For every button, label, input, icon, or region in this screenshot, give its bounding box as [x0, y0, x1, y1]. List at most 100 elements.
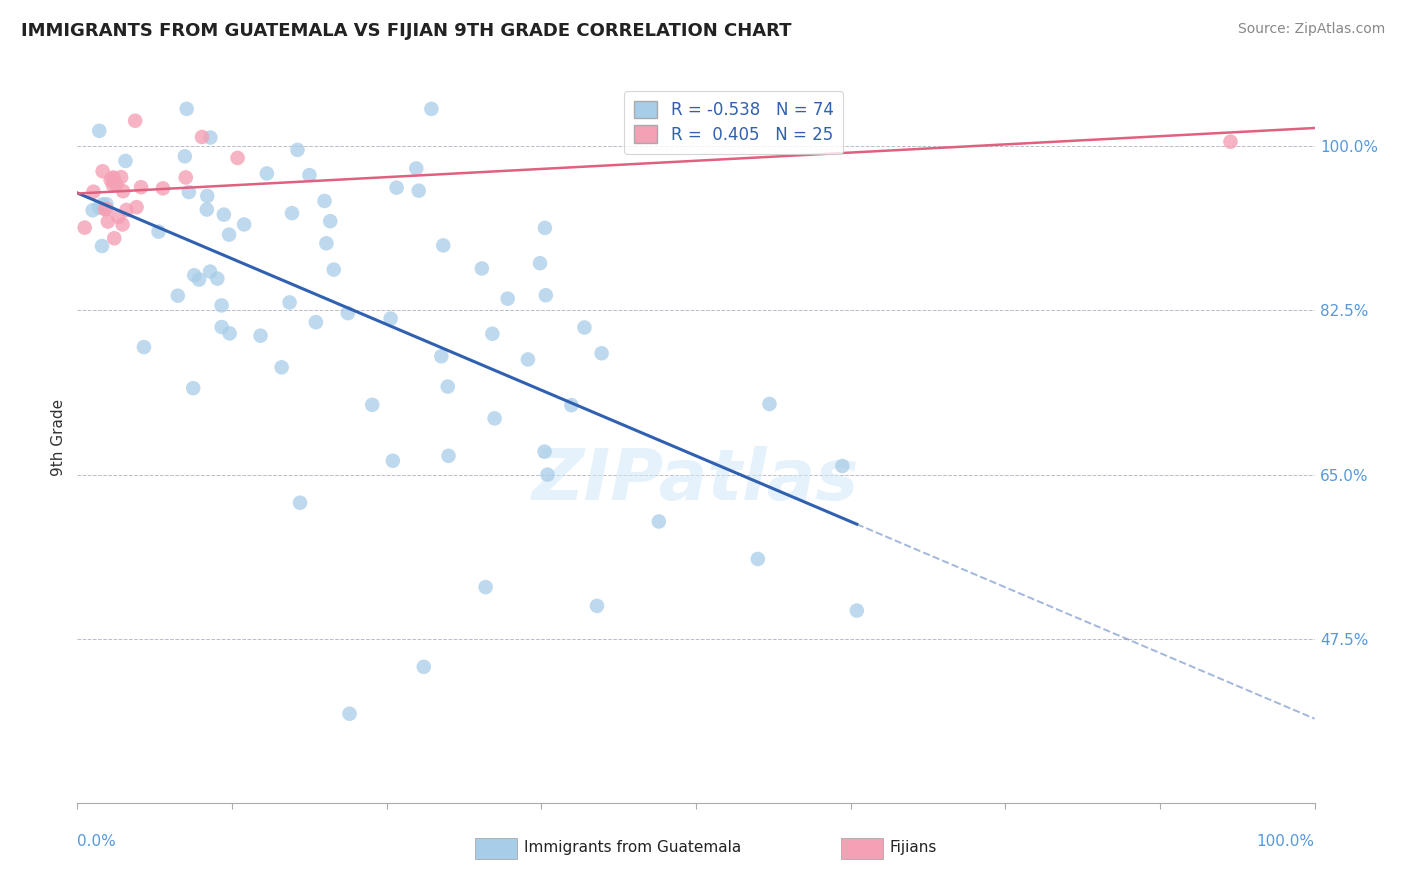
Point: [281, 206, 304, 220]
Text: IMMIGRANTS FROM GUATEMALA VS FIJIAN 9TH GRADE CORRELATION CHART: IMMIGRANTS FROM GUATEMALA VS FIJIAN 9TH …: [21, 22, 792, 40]
Point: [270, 360, 292, 375]
Point: [89, 124, 111, 138]
Point: [249, 328, 271, 343]
Point: [648, 515, 671, 529]
Point: [198, 264, 221, 278]
Point: [474, 580, 496, 594]
Point: [420, 102, 443, 116]
Point: [256, 166, 278, 180]
Text: 100.0%: 100.0%: [1257, 834, 1315, 849]
Y-axis label: 9th Grade: 9th Grade: [51, 399, 66, 475]
Point: [226, 151, 249, 165]
Point: [533, 444, 555, 458]
Point: [97, 214, 120, 228]
Point: [91, 239, 114, 253]
Point: [534, 288, 557, 302]
Point: [298, 168, 321, 182]
Point: [496, 292, 519, 306]
Point: [100, 173, 122, 187]
Point: [96, 197, 118, 211]
Point: [114, 153, 136, 168]
Point: [112, 184, 135, 198]
Point: [322, 262, 344, 277]
Point: [287, 143, 309, 157]
Point: [91, 164, 114, 178]
Point: [101, 171, 124, 186]
Point: [560, 398, 582, 412]
Point: [177, 185, 200, 199]
Point: [405, 161, 427, 176]
Point: [432, 238, 454, 252]
Point: [115, 202, 138, 217]
Point: [110, 170, 132, 185]
Point: [529, 256, 551, 270]
Point: [319, 214, 342, 228]
Point: [408, 184, 430, 198]
Point: [412, 660, 434, 674]
Text: 0.0%: 0.0%: [77, 834, 117, 849]
Point: [91, 197, 114, 211]
Text: Fijians: Fijians: [890, 840, 938, 855]
Point: [129, 180, 152, 194]
Point: [758, 397, 780, 411]
Text: Source: ZipAtlas.com: Source: ZipAtlas.com: [1237, 22, 1385, 37]
Point: [305, 315, 328, 329]
Point: [574, 320, 596, 334]
Point: [82, 185, 104, 199]
Point: [747, 552, 769, 566]
Text: ZIPatlas: ZIPatlas: [533, 447, 859, 516]
Point: [191, 130, 214, 145]
Point: [148, 225, 170, 239]
Point: [176, 102, 198, 116]
Point: [536, 467, 558, 482]
Point: [174, 170, 197, 185]
Point: [1219, 135, 1241, 149]
Point: [200, 130, 222, 145]
Point: [173, 149, 195, 163]
Point: [339, 706, 361, 721]
Point: [105, 178, 128, 192]
Point: [481, 326, 503, 341]
Point: [385, 180, 408, 194]
Point: [103, 231, 125, 245]
Point: [211, 298, 233, 312]
Legend: R = -0.538   N = 74, R =  0.405   N = 25: R = -0.538 N = 74, R = 0.405 N = 25: [624, 91, 844, 153]
Point: [315, 236, 337, 251]
Point: [124, 113, 146, 128]
Point: [381, 454, 404, 468]
Point: [516, 352, 538, 367]
Point: [181, 381, 204, 395]
Point: [183, 268, 205, 283]
Point: [218, 227, 240, 242]
Point: [82, 203, 104, 218]
Point: [534, 220, 557, 235]
Point: [166, 288, 188, 302]
Point: [101, 178, 124, 193]
Point: [336, 306, 359, 320]
Point: [125, 200, 148, 214]
Point: [233, 218, 256, 232]
Point: [207, 271, 229, 285]
Point: [73, 220, 96, 235]
Point: [471, 261, 494, 276]
Point: [430, 349, 453, 363]
Point: [132, 340, 155, 354]
Point: [103, 170, 125, 185]
Point: [152, 181, 174, 195]
Point: [845, 603, 868, 617]
Point: [218, 326, 240, 341]
Point: [484, 411, 506, 425]
Point: [96, 202, 118, 216]
Text: Immigrants from Guatemala: Immigrants from Guatemala: [524, 840, 742, 855]
Point: [94, 202, 117, 216]
Point: [107, 210, 129, 224]
Point: [195, 202, 218, 217]
Point: [314, 194, 336, 208]
Point: [111, 218, 134, 232]
Point: [195, 189, 218, 203]
Point: [831, 458, 853, 473]
Point: [212, 208, 235, 222]
Point: [361, 398, 384, 412]
Point: [380, 311, 402, 326]
Point: [591, 346, 613, 360]
